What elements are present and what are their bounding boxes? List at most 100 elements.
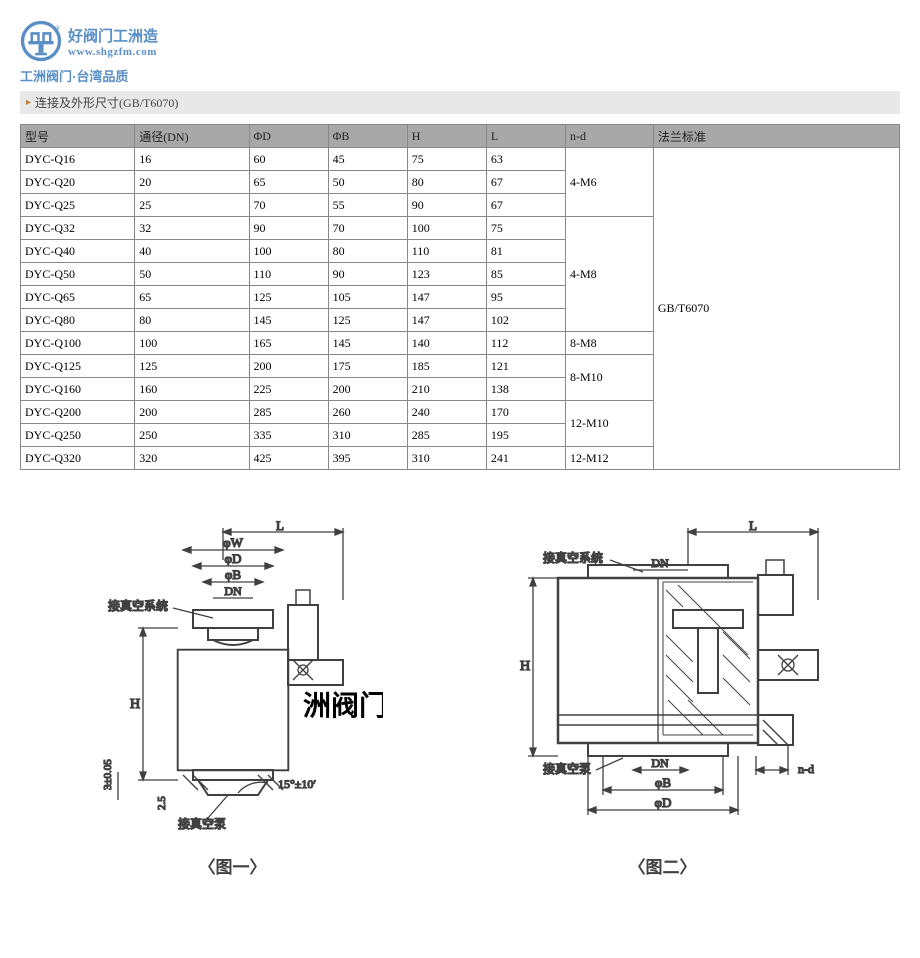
svg-text:洲阀门: 洲阀门 <box>303 690 383 722</box>
cell-model: DYC-Q40 <box>21 240 135 263</box>
cell-h: 147 <box>407 309 486 332</box>
cell-l: 75 <box>486 217 565 240</box>
cell-d: 125 <box>249 286 328 309</box>
cell-d: 225 <box>249 378 328 401</box>
cell-b: 200 <box>328 378 407 401</box>
cell-l: 102 <box>486 309 565 332</box>
cell-dn: 16 <box>135 148 249 171</box>
cell-model: DYC-Q200 <box>21 401 135 424</box>
cell-d: 70 <box>249 194 328 217</box>
cell-model: DYC-Q125 <box>21 355 135 378</box>
th-std: 法兰标准 <box>653 125 899 148</box>
cell-h: 185 <box>407 355 486 378</box>
th-phib: ΦB <box>328 125 407 148</box>
cell-d: 145 <box>249 309 328 332</box>
svg-text:DN: DN <box>224 584 242 598</box>
cell-l: 195 <box>486 424 565 447</box>
cell-model: DYC-Q16 <box>21 148 135 171</box>
cell-l: 112 <box>486 332 565 355</box>
svg-text:接真空泵: 接真空泵 <box>178 816 226 831</box>
svg-text:接真空泵: 接真空泵 <box>543 761 591 776</box>
section-header: ▸ 连接及外形尺寸(GB/T6070) <box>20 91 900 114</box>
cell-model: DYC-Q20 <box>21 171 135 194</box>
cell-model: DYC-Q160 <box>21 378 135 401</box>
cell-d: 60 <box>249 148 328 171</box>
cell-l: 241 <box>486 447 565 470</box>
th-nd: n-d <box>565 125 653 148</box>
svg-text:L: L <box>276 520 284 533</box>
cell-b: 395 <box>328 447 407 470</box>
cell-d: 165 <box>249 332 328 355</box>
table-row: DYC-Q1616604575634-M6GB/T6070 <box>21 148 900 171</box>
svg-text:H: H <box>129 697 139 712</box>
logo-line2: www.shgzfm.com <box>68 46 158 58</box>
cell-b: 55 <box>328 194 407 217</box>
logo-line1: 好阀门工洲造 <box>68 25 158 46</box>
cell-dn: 250 <box>135 424 249 447</box>
cell-l: 67 <box>486 171 565 194</box>
diagram-2-svg: L 接真空系统 DN <box>488 520 838 840</box>
th-h: H <box>407 125 486 148</box>
cell-d: 65 <box>249 171 328 194</box>
cell-d: 335 <box>249 424 328 447</box>
svg-text:H: H <box>519 659 529 674</box>
cell-h: 285 <box>407 424 486 447</box>
cell-b: 260 <box>328 401 407 424</box>
svg-text:φB: φB <box>224 567 241 582</box>
cell-model: DYC-Q320 <box>21 447 135 470</box>
cell-dn: 20 <box>135 171 249 194</box>
cell-model: DYC-Q250 <box>21 424 135 447</box>
cell-dn: 32 <box>135 217 249 240</box>
cell-l: 170 <box>486 401 565 424</box>
cell-model: DYC-Q25 <box>21 194 135 217</box>
cell-nd: 8-M8 <box>565 332 653 355</box>
svg-text:®: ® <box>55 25 60 32</box>
logo-block: ® 好阀门工洲造 www.shgzfm.com <box>20 20 900 62</box>
cell-nd: 4-M8 <box>565 217 653 332</box>
cell-h: 123 <box>407 263 486 286</box>
cell-b: 310 <box>328 424 407 447</box>
dimensions-table: 型号 通径(DN) ΦD ΦB H L n-d 法兰标准 DYC-Q161660… <box>20 124 900 470</box>
cell-h: 140 <box>407 332 486 355</box>
th-model: 型号 <box>21 125 135 148</box>
cell-b: 125 <box>328 309 407 332</box>
cell-l: 81 <box>486 240 565 263</box>
cell-d: 100 <box>249 240 328 263</box>
cell-nd: 8-M10 <box>565 355 653 401</box>
svg-text:15°±10′: 15°±10′ <box>278 777 316 791</box>
svg-text:3±0.05: 3±0.05 <box>102 759 114 790</box>
cell-d: 110 <box>249 263 328 286</box>
diagram-2-caption: 〈图二〉 <box>488 853 838 878</box>
cell-l: 85 <box>486 263 565 286</box>
cell-h: 100 <box>407 217 486 240</box>
cell-nd: 12-M10 <box>565 401 653 447</box>
cell-b: 70 <box>328 217 407 240</box>
cell-h: 75 <box>407 148 486 171</box>
cell-nd: 4-M6 <box>565 148 653 217</box>
cell-b: 145 <box>328 332 407 355</box>
cell-d: 285 <box>249 401 328 424</box>
logo-icon: ® <box>20 20 62 62</box>
cell-h: 240 <box>407 401 486 424</box>
svg-text:接真空系统: 接真空系统 <box>108 598 168 613</box>
th-l: L <box>486 125 565 148</box>
cell-dn: 65 <box>135 286 249 309</box>
cell-dn: 50 <box>135 263 249 286</box>
cell-model: DYC-Q80 <box>21 309 135 332</box>
cell-model: DYC-Q32 <box>21 217 135 240</box>
th-dn: 通径(DN) <box>135 125 249 148</box>
cell-b: 105 <box>328 286 407 309</box>
cell-d: 90 <box>249 217 328 240</box>
table-header-row: 型号 通径(DN) ΦD ΦB H L n-d 法兰标准 <box>21 125 900 148</box>
cell-dn: 40 <box>135 240 249 263</box>
cell-l: 95 <box>486 286 565 309</box>
svg-text:DN: DN <box>651 756 669 770</box>
cell-d: 425 <box>249 447 328 470</box>
section-title: 连接及外形尺寸(GB/T6070) <box>35 94 178 111</box>
cell-dn: 80 <box>135 309 249 332</box>
cell-dn: 320 <box>135 447 249 470</box>
svg-text:DN: DN <box>651 556 669 570</box>
cell-dn: 125 <box>135 355 249 378</box>
cell-b: 80 <box>328 240 407 263</box>
th-phid: ΦD <box>249 125 328 148</box>
